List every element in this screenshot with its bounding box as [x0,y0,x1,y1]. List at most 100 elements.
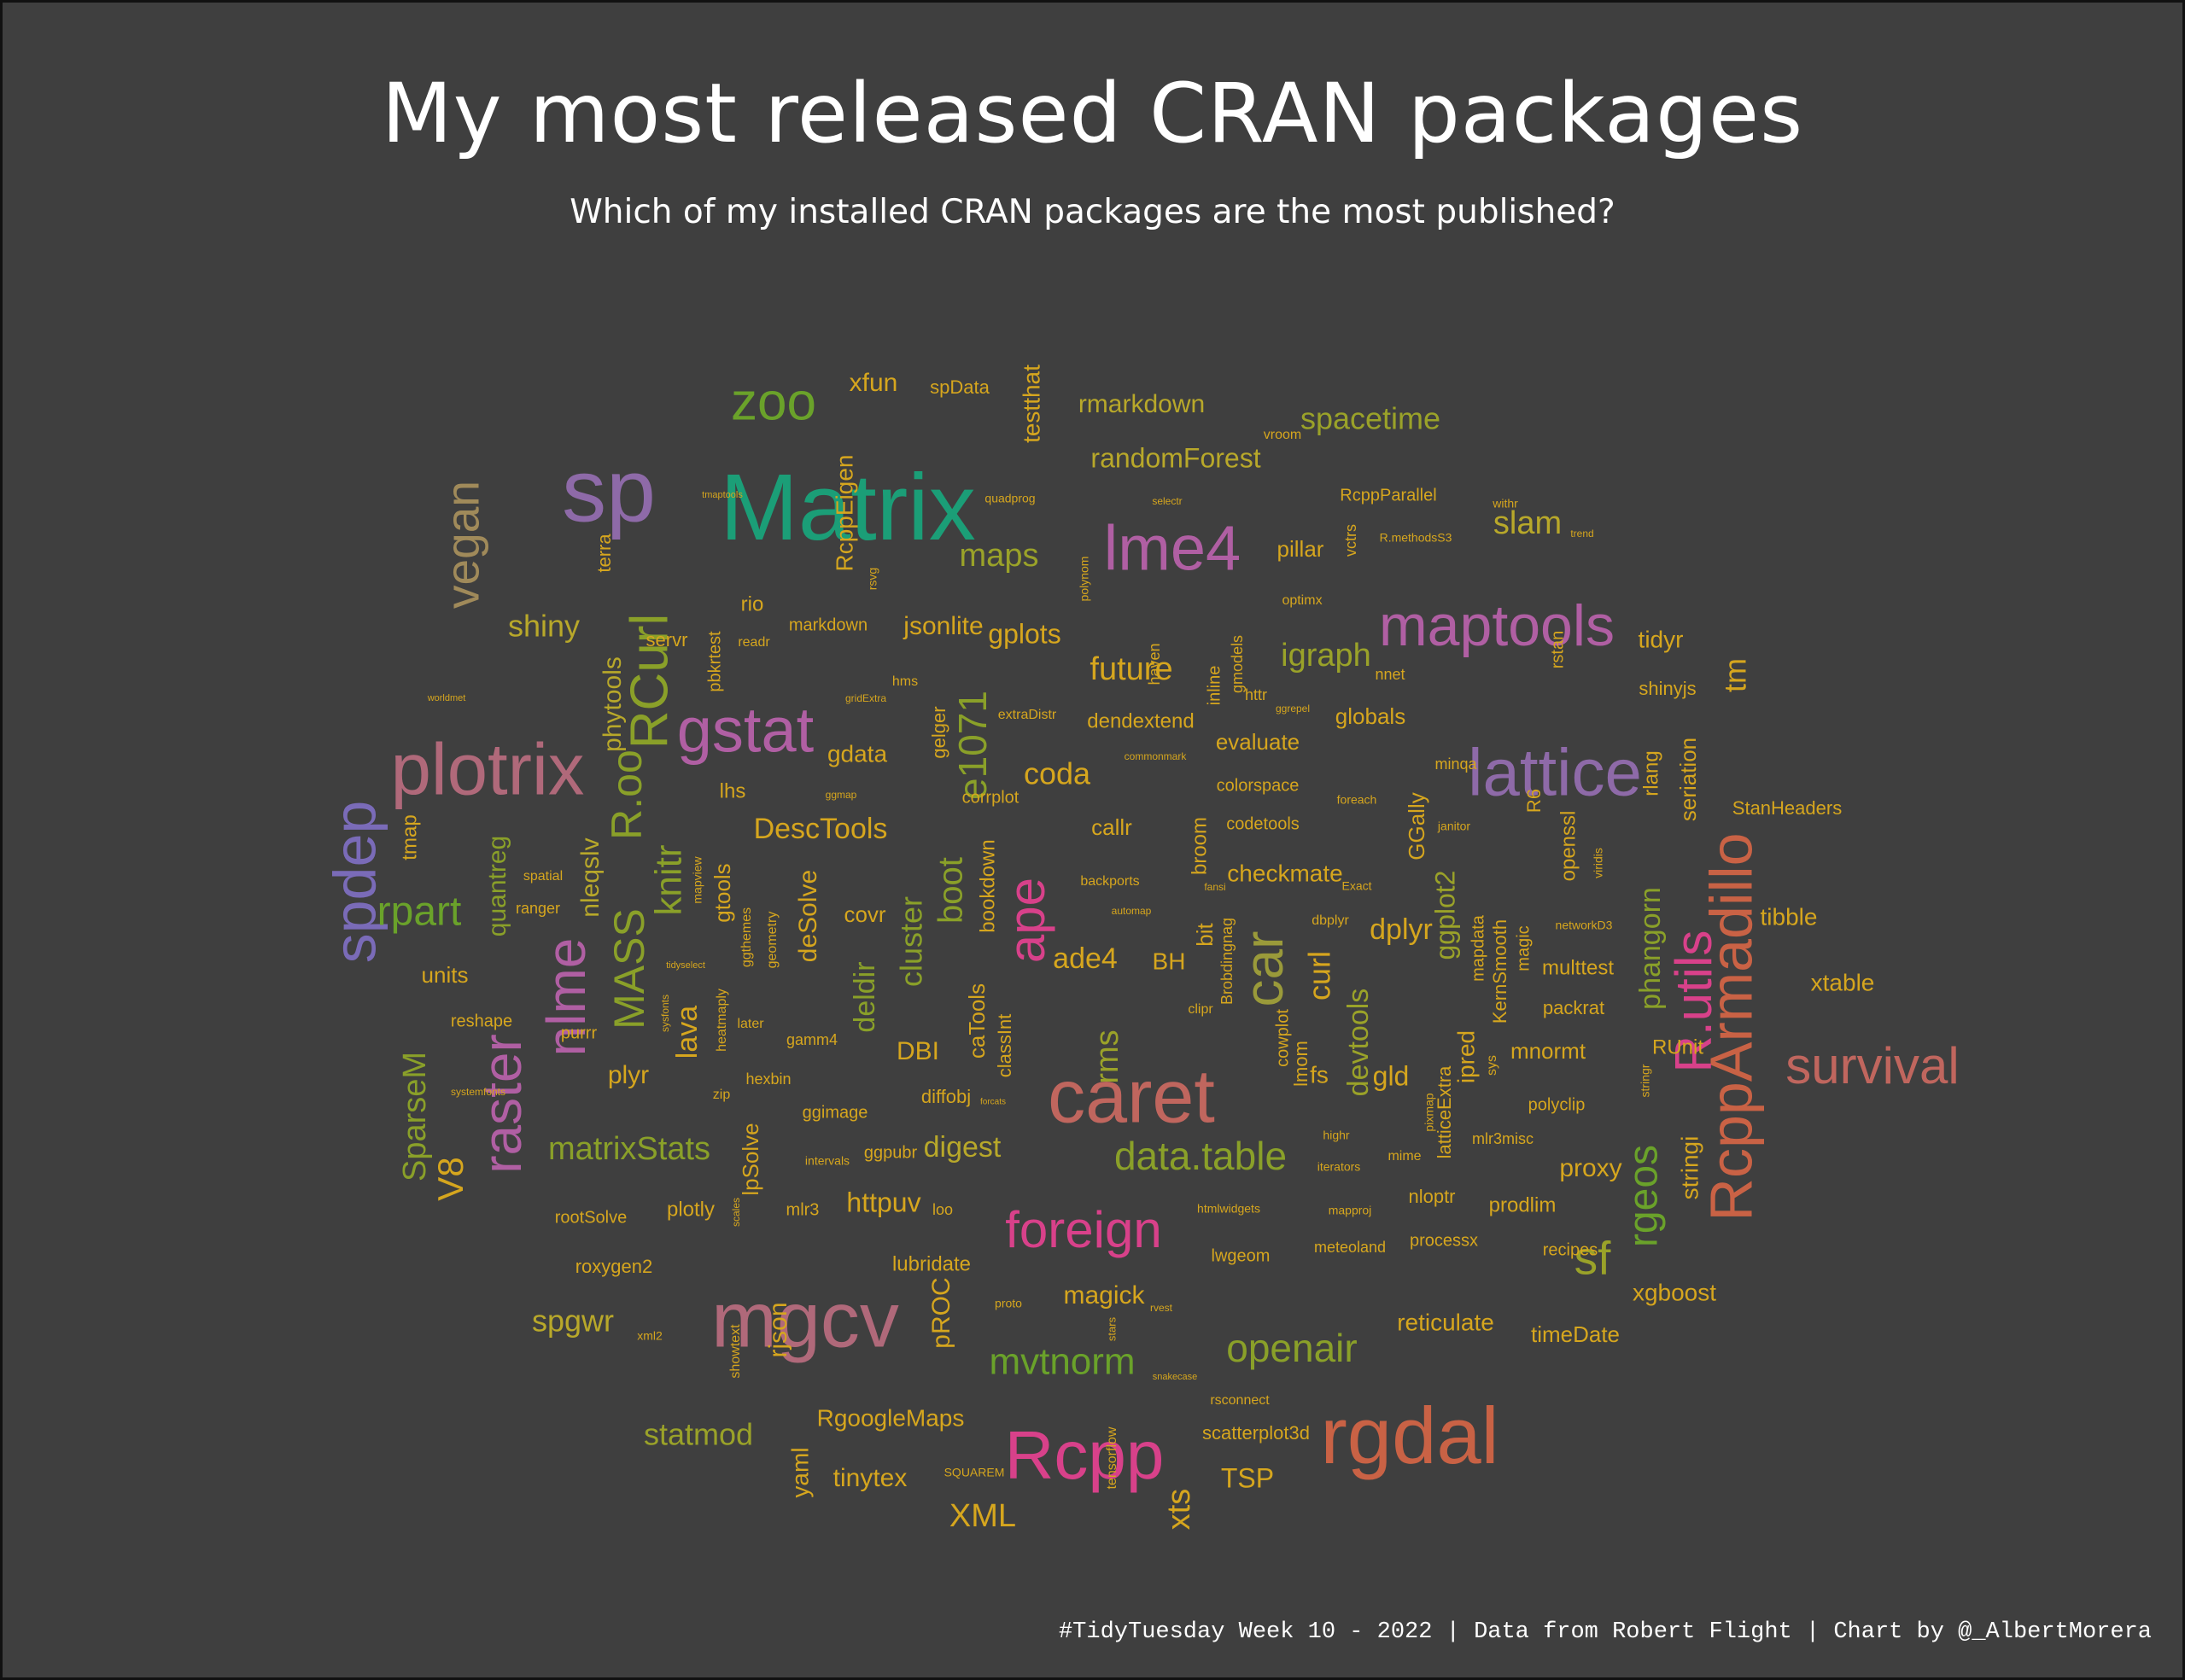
word-devtools: devtools [1342,989,1375,1097]
word-tsp: TSP [1221,1462,1274,1493]
word-future: future [1090,651,1172,687]
word-readr: readr [738,635,770,650]
word-lhs: lhs [720,779,746,802]
word-tinytex: tinytex [833,1464,908,1492]
word-forcats: forcats [980,1098,1006,1107]
word-bit: bit [1192,922,1218,946]
word-rlang: rlang [1639,750,1662,796]
word-e1071: e1071 [950,691,995,800]
word-survival: survival [1785,1037,1959,1094]
word-inline: inline [1205,666,1224,706]
word-highr: highr [1323,1129,1349,1142]
word-rgooglemaps: RgoogleMaps [817,1404,965,1431]
word-intervals: intervals [805,1154,850,1168]
word-rsconnect: rsconnect [1210,1393,1270,1408]
word-scales: scales [730,1198,742,1227]
word-yaml: yaml [786,1447,813,1497]
word-rcurl: RCurl [620,614,679,749]
word-r-methodss3: R.methodsS3 [1380,531,1452,545]
word-dbi: DBI [897,1037,939,1065]
word-slam: slam [1493,505,1562,541]
word-reticulate: reticulate [1397,1309,1494,1335]
word-plyr: plyr [608,1061,649,1089]
word-haven: haven [1146,643,1163,685]
word-stars: stars [1105,1316,1118,1341]
word-tidyr: tidyr [1639,626,1684,652]
word-rootsolve: rootSolve [555,1208,628,1227]
word-xml2: xml2 [637,1329,663,1343]
word-bh: BH [1153,948,1186,974]
word-timedate: timeDate [1531,1321,1620,1347]
word-xts: xts [1161,1489,1197,1531]
word-minqa: minqa [1434,755,1477,773]
word-zoo: zoo [731,372,816,431]
word-markdown: markdown [789,615,868,634]
word-ranger: ranger [516,900,560,917]
word-runit: RUnit [1652,1035,1703,1059]
word-rcpp: Rcpp [1005,1417,1165,1493]
word-lme4: lme4 [1104,513,1241,584]
word-maps: maps [960,538,1039,574]
word-mgcv: mgcv [711,1276,899,1363]
word-roxygen2: roxygen2 [575,1256,653,1277]
word-lattice: lattice [1468,735,1642,810]
word-heatmaply: heatmaply [715,989,729,1052]
word-boot: boot [932,857,970,924]
word-evaluate: evaluate [1216,729,1300,755]
word-stringr: stringr [1639,1064,1652,1097]
word-janitor: janitor [1437,820,1470,833]
word-fs: fs [1310,1061,1329,1088]
word-vctrs: vctrs [1342,524,1359,557]
chart-subtitle: Which of my installed CRAN packages are … [570,193,1615,231]
word-ggimage: ggimage [803,1103,868,1122]
word-packrat: packrat [1543,997,1604,1018]
word-servr: servr [646,629,688,650]
word-sparsem: SparseM [397,1052,433,1181]
word-dbplyr: dbplyr [1312,913,1349,928]
word-openssl: openssl [1557,811,1580,882]
word-ape: ape [998,878,1055,963]
word-hms: hms [892,674,918,689]
word-rjson: rjson [764,1302,792,1357]
word-mapdata: mapdata [1469,914,1487,982]
word-matrix: Matrix [720,455,975,560]
word-recipes: recipes [1543,1240,1598,1259]
word-mlr3misc: mlr3misc [1472,1130,1534,1147]
word-shiny: shiny [508,609,580,644]
word-quantreg: quantreg [483,836,511,936]
word-colorspace: colorspace [1217,776,1300,795]
word-tidyselect: tidyselect [666,960,705,971]
word-knitr: knitr [648,844,690,915]
chart-caption: #TidyTuesday Week 10 - 2022 | Data from … [1058,1619,2152,1645]
word-rgeos: rgeos [1621,1145,1667,1247]
word-foreign: foreign [1005,1201,1161,1258]
word-rms: rms [1090,1030,1125,1083]
word-squarem: SQUAREM [944,1466,1005,1479]
word-sys: sys [1485,1055,1499,1076]
word-httr: httr [1245,686,1267,703]
word-polyclip: polyclip [1528,1095,1586,1114]
word-igraph: igraph [1281,638,1371,674]
word-rvest: rvest [1150,1302,1173,1314]
word-catools: caTools [964,983,990,1059]
word-spatial: spatial [523,869,563,884]
word-iterators: iterators [1317,1160,1361,1174]
word-mapview: mapview [691,855,704,903]
word-systemfonts: systemfonts [451,1086,505,1098]
word-backports: backports [1080,874,1139,889]
word-broom: broom [1188,817,1211,875]
word-httpuv: httpuv [846,1187,920,1217]
word-raster: raster [471,1034,533,1174]
word-statmod: statmod [644,1417,753,1452]
word-stringi: stringi [1676,1136,1703,1200]
word-commonmark: commonmark [1125,750,1188,762]
word-gld: gld [1373,1060,1410,1091]
word-v8: V8 [430,1157,470,1200]
word-trend: trend [1570,528,1593,540]
word-rsvg: rsvg [866,568,879,590]
word-automap: automap [1112,905,1152,917]
word-dendextend: dendextend [1087,709,1194,732]
word-zip: zip [713,1088,731,1102]
word-checkmate: checkmate [1227,860,1342,886]
word-dplyr: dplyr [1370,913,1433,946]
